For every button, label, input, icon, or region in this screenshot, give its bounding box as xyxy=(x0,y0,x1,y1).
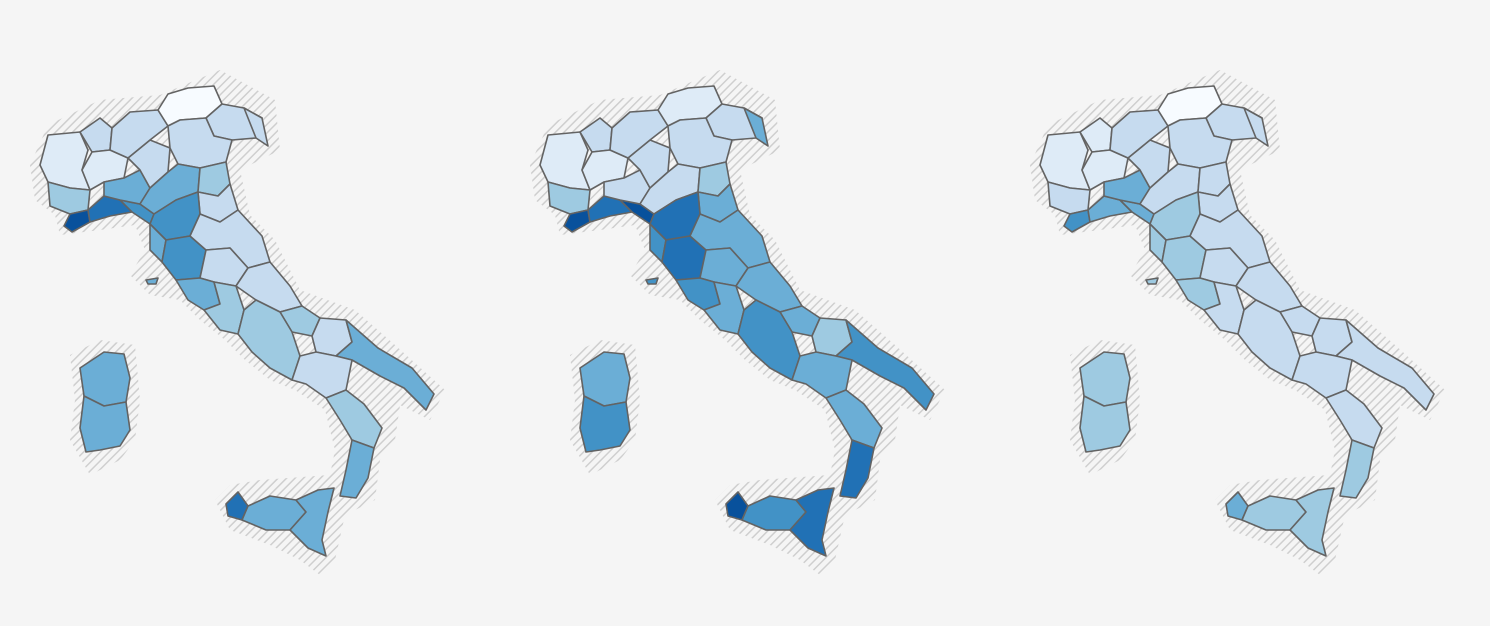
region-ne-friuli xyxy=(243,107,269,147)
map-right xyxy=(1030,70,1445,575)
region-s-calab-s xyxy=(339,439,375,499)
region-i-sard-s xyxy=(79,395,131,453)
region-s-puglia-s xyxy=(835,319,935,411)
region-i-sic-e xyxy=(789,487,835,557)
region-s-calab-n xyxy=(825,389,883,449)
map-center xyxy=(530,70,945,575)
map-left xyxy=(30,70,445,575)
region-ne-friuli xyxy=(1243,107,1269,147)
region-nw-piemonte-w xyxy=(1039,131,1091,191)
region-s-calab-n xyxy=(325,389,383,449)
region-nw-lomb-n xyxy=(109,109,169,159)
region-c-lazio-s xyxy=(203,281,245,335)
region-s-camp xyxy=(1237,299,1301,381)
region-nw-lig-w xyxy=(63,209,91,233)
region-s-camp xyxy=(237,299,301,381)
region-c-lazio-s xyxy=(703,281,745,335)
region-nw-lomb-n xyxy=(609,109,669,159)
region-s-puglia-s xyxy=(335,319,435,411)
region-s-calab-n xyxy=(1325,389,1383,449)
region-i-sic-e xyxy=(289,487,335,557)
region-c-lazio-s xyxy=(1203,281,1245,335)
region-s-calab-s xyxy=(839,439,875,499)
region-nw-piemonte-w xyxy=(539,131,591,191)
region-i-elba xyxy=(645,277,659,285)
region-s-calab-s xyxy=(1339,439,1375,499)
region-i-elba xyxy=(145,277,159,285)
region-s-puglia-s xyxy=(1335,319,1435,411)
region-nw-lig-w xyxy=(563,209,591,233)
region-i-elba xyxy=(1145,277,1159,285)
region-nw-lomb-n xyxy=(1109,109,1169,159)
region-ne-friuli xyxy=(743,107,769,147)
region-i-sic-e xyxy=(1289,487,1335,557)
region-nw-lig-w xyxy=(1063,209,1091,233)
region-i-sard-s xyxy=(1079,395,1131,453)
region-i-sard-s xyxy=(579,395,631,453)
region-nw-piemonte-w xyxy=(39,131,91,191)
region-s-camp xyxy=(737,299,801,381)
